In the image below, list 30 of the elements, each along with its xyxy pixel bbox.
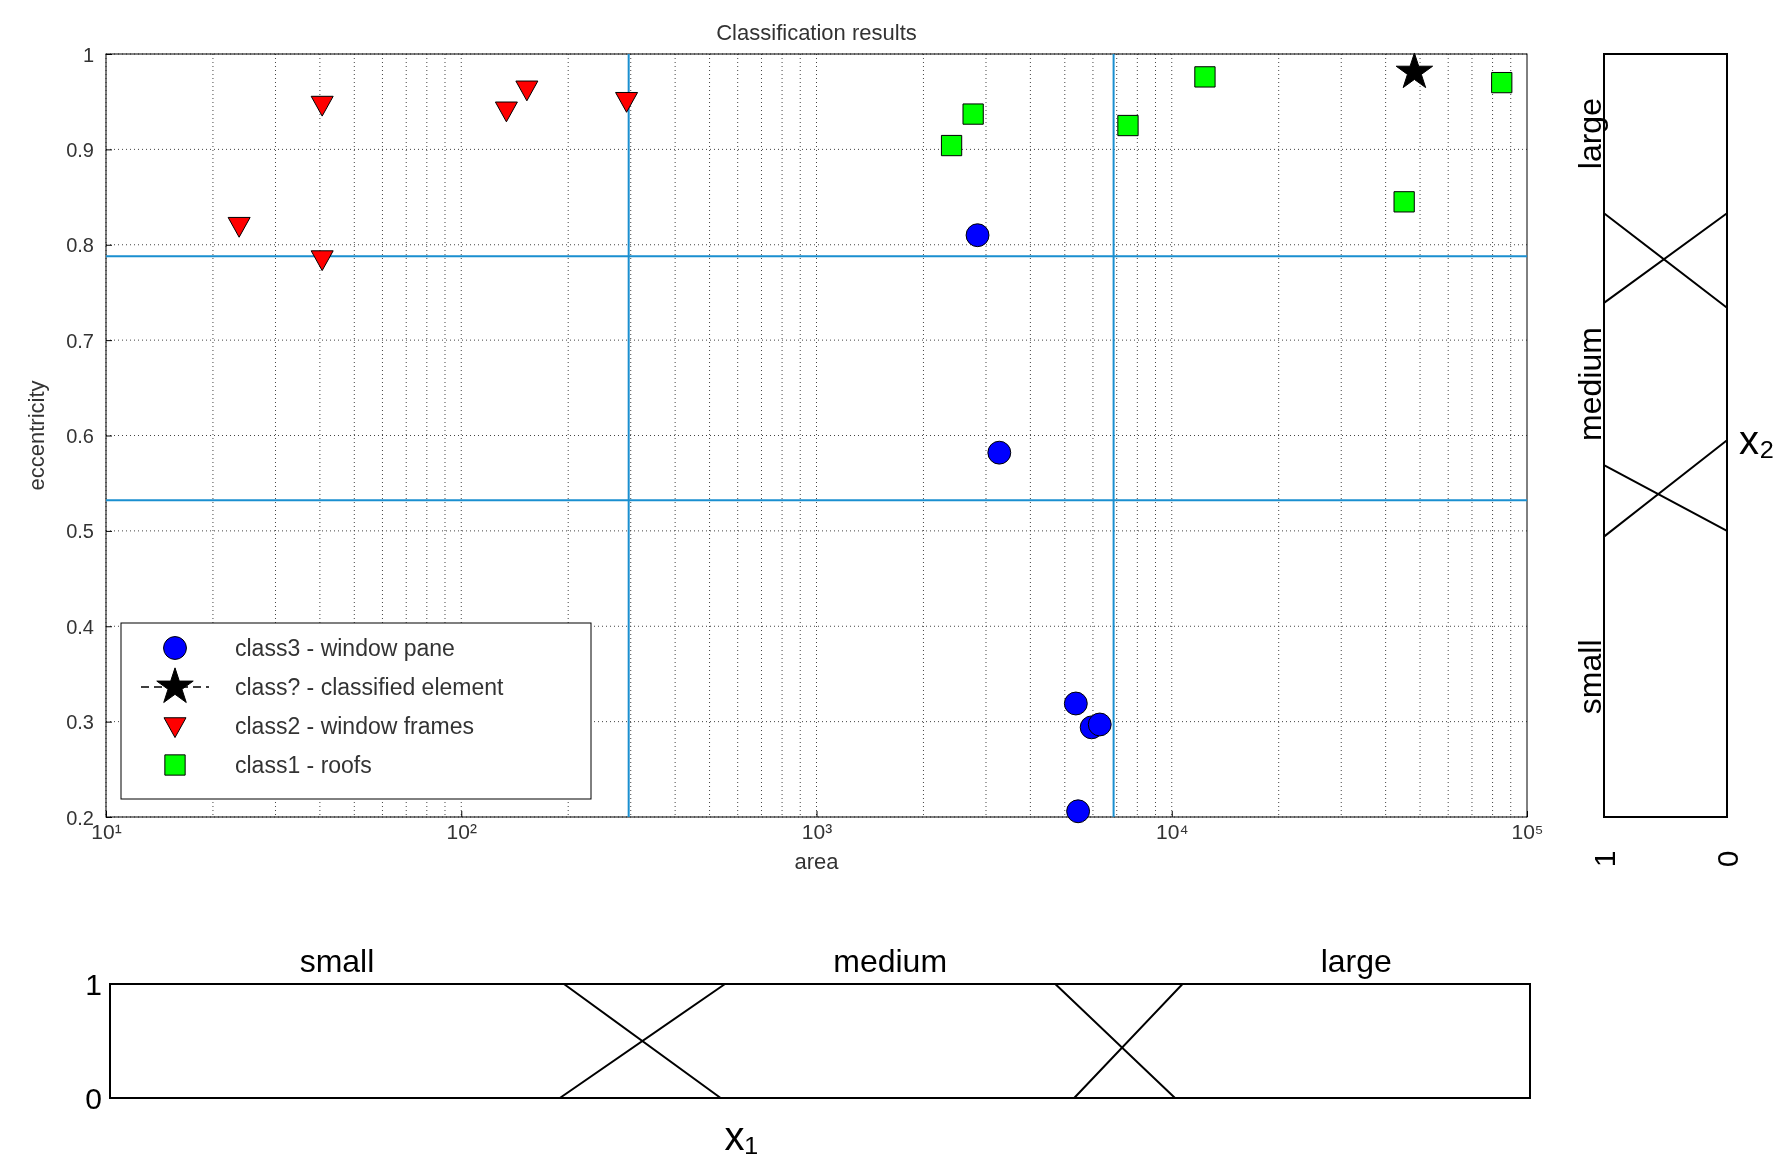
series-label: large (1320, 943, 1392, 979)
y-tick-label: 0.4 (66, 615, 94, 638)
x-tick-label: 10³ (801, 820, 833, 843)
text: medium (1572, 327, 1608, 441)
series-label: medium (833, 943, 948, 979)
text: small (1572, 639, 1608, 715)
text: large (1572, 98, 1608, 170)
y-axis-title: eccentricity (24, 380, 49, 491)
x-tick-label: 10⁴ (1156, 820, 1189, 843)
series-label: small (299, 943, 375, 979)
y-tick-label: 0.2 (66, 806, 94, 829)
chart-title: Classification results (716, 20, 917, 45)
legend-label: class? - classified element (235, 674, 505, 701)
y-tick-label: 1 (82, 43, 94, 66)
y-tick-label: 0.9 (66, 138, 94, 161)
y-tick-label: 0.3 (66, 711, 94, 734)
y-tick-label: 0.7 (66, 329, 94, 352)
legend-label: class1 - roofs (235, 752, 372, 779)
x-axis-title: x₁ (724, 1114, 758, 1158)
y-tick-label: 0.8 (66, 234, 94, 257)
x-tick-label: 10² (446, 820, 477, 843)
y-tick-label: 1 (85, 968, 102, 1001)
x-axis-title: area (794, 849, 840, 874)
y-tick-label: 0 (85, 1082, 102, 1115)
y-axis-title: x₂ (1739, 417, 1775, 462)
y-tick-label: 0.6 (66, 425, 94, 447)
y-tick-label: 0.5 (66, 520, 94, 543)
legend-label: class3 - window pane (235, 635, 455, 662)
legend-label: class2 - window frames (235, 713, 475, 740)
x-tick-label: 10⁵ (1511, 820, 1544, 843)
